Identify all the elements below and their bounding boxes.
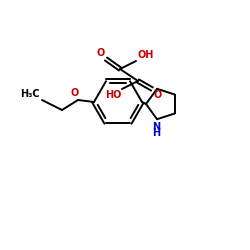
Text: N: N: [152, 122, 160, 132]
Text: O: O: [153, 90, 161, 100]
Text: OH: OH: [137, 50, 154, 60]
Text: HO: HO: [104, 90, 121, 100]
Text: O: O: [97, 48, 105, 58]
Text: H: H: [152, 128, 160, 138]
Text: H₃C: H₃C: [20, 89, 40, 99]
Text: O: O: [71, 88, 79, 98]
